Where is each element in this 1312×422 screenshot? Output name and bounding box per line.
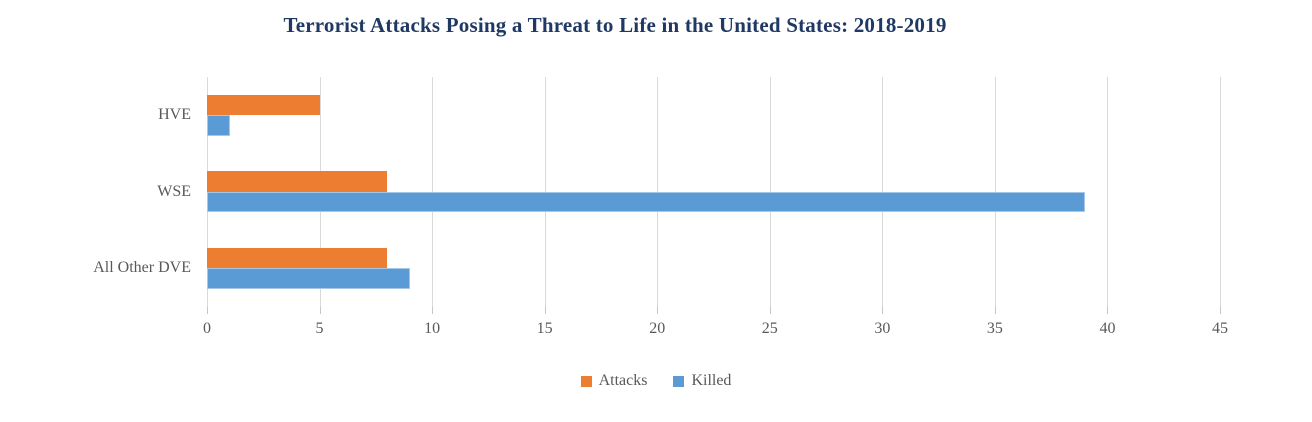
- bar-attacks: [207, 171, 388, 192]
- legend-label: Attacks: [598, 372, 648, 389]
- bar-killed: [207, 115, 230, 136]
- legend: Attacks Killed: [0, 372, 1312, 390]
- tick-mark: [882, 307, 884, 314]
- tick-mark: [994, 307, 996, 314]
- tick-mark: [1220, 307, 1221, 314]
- x-tick-label: 25: [761, 320, 778, 337]
- category-label: HVE: [158, 106, 191, 123]
- legend-label: Killed: [691, 372, 732, 389]
- tick-mark: [319, 307, 321, 314]
- legend-item: Attacks: [580, 372, 648, 390]
- tick-mark: [1107, 307, 1109, 314]
- x-tick-label: 20: [649, 320, 666, 337]
- legend-swatch-killed: [673, 375, 685, 387]
- gridline: [1220, 77, 1221, 307]
- category-label: WSE: [157, 182, 191, 200]
- bar-killed: [207, 268, 410, 289]
- tick-mark: [769, 307, 771, 314]
- bar-attacks: [207, 94, 320, 115]
- plot-area: 0 5 10 15 20 25 30 35 40 45 HVE WSE All Other DVE: [93, 77, 1228, 337]
- x-tick-label: 30: [874, 320, 891, 337]
- x-tick-label: 10: [424, 320, 441, 337]
- tick-mark: [207, 307, 208, 314]
- legend-item: Killed: [673, 372, 731, 390]
- tick-mark: [544, 307, 546, 314]
- bar-killed: [207, 191, 1085, 213]
- tick-mark: [432, 307, 434, 314]
- chart-title: Terrorist Attacks Posing a Threat to Lif…: [283, 13, 947, 37]
- legend-swatch-attacks: [580, 375, 592, 387]
- x-tick-label: 5: [315, 320, 324, 337]
- x-tick-label: 15: [536, 320, 553, 337]
- x-tick-label: 35: [986, 320, 1003, 337]
- tick-mark: [657, 307, 659, 314]
- bar-attacks: [207, 247, 388, 269]
- gridline: [1107, 77, 1109, 307]
- x-tick-label: 45: [1212, 320, 1228, 337]
- x-tick-label: 0: [203, 320, 211, 337]
- category-label: All Other DVE: [93, 259, 191, 277]
- x-tick-label: 40: [1099, 320, 1116, 337]
